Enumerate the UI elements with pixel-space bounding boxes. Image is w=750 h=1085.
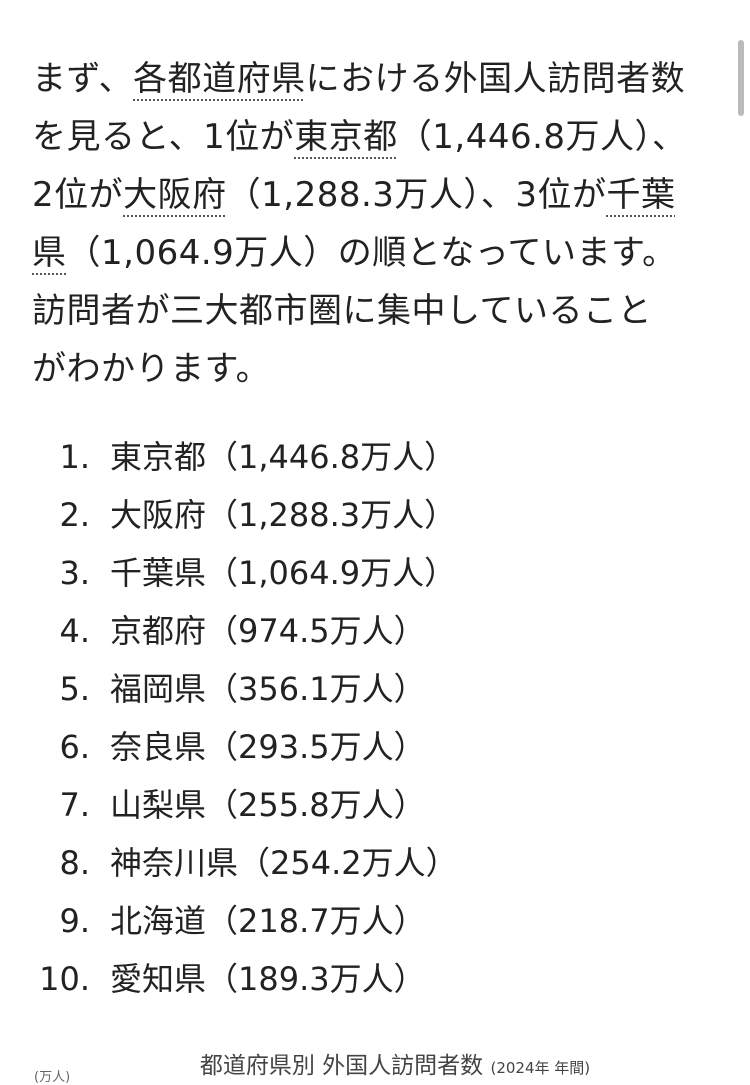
- list-item: 10. 愛知県（189.3万人）: [0, 950, 600, 1008]
- paragraph-line: 訪問者が三大都市圏に集中していること: [32, 282, 687, 340]
- list-item: 5. 福岡県（356.1万人）: [0, 660, 600, 718]
- rank-number: 9.: [59, 902, 90, 940]
- paragraph-line: 県（1,064.9万人）の順となっています。: [32, 224, 687, 282]
- rank-text: 東京都（1,446.8万人）: [110, 438, 457, 476]
- rank-number: 8.: [59, 844, 90, 882]
- rank-number: 3.: [59, 554, 90, 592]
- paragraph-text: 訪問者が三大都市圏に集中していること: [32, 291, 652, 331]
- rank-text: 神奈川県（254.2万人）: [110, 844, 458, 882]
- list-item: 4. 京都府（974.5万人）: [0, 602, 600, 660]
- glossary-link[interactable]: 千葉: [606, 175, 676, 215]
- chart-unit-label: (万人): [34, 1070, 71, 1085]
- rank-number: 6.: [59, 728, 90, 766]
- list-item: 6. 奈良県（293.5万人）: [0, 718, 600, 776]
- paragraph-text: まず、: [32, 59, 134, 99]
- ranking-list: 1. 東京都（1,446.8万人） 2. 大阪府（1,288.3万人） 3. 千葉県（1,…: [0, 428, 600, 1008]
- rank-text: 大阪府（1,288.3万人）: [110, 496, 457, 534]
- rank-text: 北海道（218.7万人）: [110, 902, 426, 940]
- paragraph-line: まず、各都道府県における外国人訪問者数: [32, 50, 687, 108]
- paragraph-text: （1,288.3万人）、3位が: [226, 175, 607, 215]
- intro-paragraph: まず、各都道府県における外国人訪問者数 を見ると、1位が東京都（1,446.8万人…: [32, 50, 687, 398]
- list-item: 2. 大阪府（1,288.3万人）: [0, 486, 600, 544]
- paragraph-text: 2位が: [32, 175, 124, 215]
- list-item: 9. 北海道（218.7万人）: [0, 892, 600, 950]
- chart-subtitle: (2024年 年間): [490, 1059, 591, 1077]
- scrollbar[interactable]: [738, 40, 744, 116]
- rank-number: 2.: [59, 496, 90, 534]
- glossary-link[interactable]: 各都道府県: [133, 59, 306, 99]
- list-item: 8. 神奈川県（254.2万人）: [0, 834, 600, 892]
- rank-text: 千葉県（1,064.9万人）: [110, 554, 457, 592]
- rank-number: 7.: [59, 786, 90, 824]
- glossary-link[interactable]: 東京都: [294, 117, 398, 157]
- paragraph-text: における外国人訪問者数: [305, 59, 686, 99]
- list-item: 3. 千葉県（1,064.9万人）: [0, 544, 600, 602]
- rank-text: 愛知県（189.3万人）: [110, 960, 426, 998]
- rank-number: 1.: [59, 438, 90, 476]
- paragraph-text: （1,446.8万人）、: [397, 117, 687, 157]
- paragraph-text: がわかります。: [32, 349, 271, 389]
- chart-caption: 都道府県別 外国人訪問者数 (2024年 年間): [0, 1046, 750, 1080]
- glossary-link[interactable]: 大阪府: [123, 175, 227, 215]
- paragraph-line: を見ると、1位が東京都（1,446.8万人）、: [32, 108, 687, 166]
- glossary-link[interactable]: 県: [32, 233, 67, 273]
- rank-number: 5.: [59, 670, 90, 708]
- list-item: 1. 東京都（1,446.8万人）: [0, 428, 600, 486]
- paragraph-line: 2位が大阪府（1,288.3万人）、3位が千葉: [32, 166, 687, 224]
- paragraph-text: （1,064.9万人）の順となっています。: [66, 233, 677, 273]
- rank-text: 奈良県（293.5万人）: [110, 728, 426, 766]
- paragraph-line: がわかります。: [32, 340, 687, 398]
- paragraph-text: を見ると、1位が: [32, 117, 295, 157]
- list-item: 7. 山梨県（255.8万人）: [0, 776, 600, 834]
- rank-number: 10.: [39, 960, 90, 998]
- rank-text: 福岡県（356.1万人）: [110, 670, 426, 708]
- rank-text: 山梨県（255.8万人）: [110, 786, 426, 824]
- rank-number: 4.: [59, 612, 90, 650]
- chart-title: 都道府県別 外国人訪問者数: [199, 1053, 484, 1079]
- rank-text: 京都府（974.5万人）: [110, 612, 426, 650]
